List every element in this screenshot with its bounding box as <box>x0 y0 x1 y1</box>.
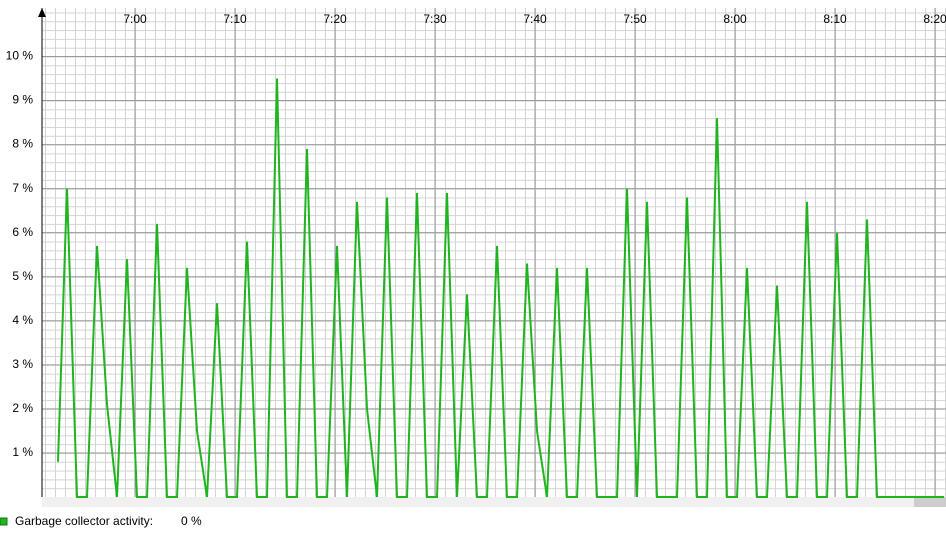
legend-value: 0 % <box>181 514 202 528</box>
legend-label: Garbage collector activity: <box>15 514 153 528</box>
y-tick-label: 9 % <box>12 93 33 107</box>
y-axis-arrow <box>38 8 46 17</box>
x-tick-label: 7:20 <box>323 12 347 26</box>
scrollbar-thumb[interactable] <box>914 497 946 507</box>
y-tick-label: 8 % <box>12 137 33 151</box>
y-tick-label: 5 % <box>12 269 33 283</box>
y-tick-label: 7 % <box>12 181 33 195</box>
y-tick-label: 1 % <box>12 445 33 459</box>
minor-grid-horizontal <box>42 8 946 497</box>
x-tick-label: 7:00 <box>123 12 147 26</box>
x-tick-label: 7:40 <box>523 12 547 26</box>
x-tick-label: 8:00 <box>723 12 747 26</box>
x-tick-label: 7:10 <box>223 12 247 26</box>
x-tick-label: 8:10 <box>823 12 847 26</box>
y-tick-label: 2 % <box>12 401 33 415</box>
x-tick-label: 7:30 <box>423 12 447 26</box>
y-tick-label: 10 % <box>6 49 34 63</box>
y-tick-label: 6 % <box>12 225 33 239</box>
x-tick-label: 7:50 <box>623 12 647 26</box>
y-tick-label: 4 % <box>12 313 33 327</box>
x-tick-label: 8:20 <box>923 12 946 26</box>
data-line <box>57 78 944 498</box>
legend-swatch <box>0 517 8 526</box>
scrollbar-track <box>42 497 946 507</box>
y-tick-label: 3 % <box>12 357 33 371</box>
